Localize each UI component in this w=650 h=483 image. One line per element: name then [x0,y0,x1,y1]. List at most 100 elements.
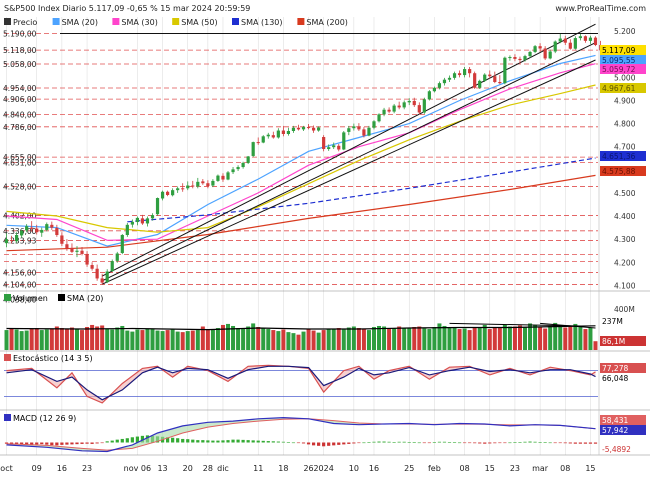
candle-body [75,250,79,252]
price-level-label: 4.655,00 [3,153,37,162]
volume-bar [392,328,397,350]
legend-swatch [297,18,305,25]
volume-bar [120,325,125,350]
candle-body [201,181,205,184]
volume-bar [236,328,241,350]
candle-body [538,46,542,49]
volume-bar [573,323,578,350]
volume-bar [507,326,512,350]
volume-bar [80,330,85,350]
volume-bar [533,324,538,350]
volume-bar [64,329,69,350]
macd-hist-bar [166,437,170,443]
stochastic-badge-label: 77,278 [602,364,628,373]
candle-body [352,126,356,129]
legend-item: SMA (130) [241,18,283,27]
candle-body [357,126,361,130]
volume-bar [100,325,105,350]
volume-bar [44,329,49,350]
source-label: www.ProRealTime.com [555,4,646,13]
volume-badge-bg [600,336,646,346]
macd-signal-line [6,418,596,451]
volume-bar [437,323,442,350]
volume-bar [346,327,351,350]
volume-bar [205,329,210,350]
candle-body [342,132,346,150]
macd-hist-bar [513,442,517,443]
stochastic-badge-bg [600,363,646,373]
volume-bar [412,327,417,350]
volume-bar [351,326,356,350]
volume-bar [226,323,231,350]
volume-bar [311,330,316,350]
macd-hist-bar [95,442,99,444]
volume-bar [115,327,120,350]
macd-hist-bar [317,442,321,446]
macd-hist-bar [553,442,557,444]
price-level-label: 4.786,00 [3,123,37,132]
stochastic-badge-bg [600,373,646,383]
candle-body [181,188,185,190]
volume-bar [467,330,472,350]
candle-body [160,191,165,199]
sma-line-200 [6,174,596,252]
candle-body [367,127,371,136]
macd-hist-bar [457,442,462,444]
volume-bar [321,330,326,350]
volume-bar [487,329,492,350]
candle-body [261,136,265,143]
volume-bar [497,327,502,350]
candle-body [20,230,24,236]
price-level-label: 4.336,00 [3,227,37,236]
macd-hist-bar [327,442,331,446]
macd-hist-bar [311,442,316,446]
candle-body [231,169,235,173]
legend-item: SMA (50) [181,18,217,27]
volume-bar [407,328,412,350]
stochastic-d-line [6,365,596,401]
macd-hist-bar [523,441,527,443]
candle-body [513,57,517,59]
candle-body [140,218,145,224]
volume-bar [185,331,190,350]
price-badge-label: 4.575,88 [602,167,636,176]
volume-bar [361,329,366,350]
volume-bar [74,328,79,350]
volume-bar [286,332,291,350]
candle-body [463,69,467,76]
x-axis-tick-label: mar [532,464,549,473]
candle-body [110,261,114,272]
macd-hist-bar [442,441,447,443]
price-axis-tick: 5.000 [614,73,636,82]
x-axis-tick-label: 10 [349,464,359,473]
macd-hist-bar [463,442,467,444]
macd-hist-bar [216,440,220,443]
macd-hist-bar [261,440,265,443]
price-level-label: 5.058,00 [3,60,37,69]
candle-body [25,226,29,231]
volume-bar [356,328,361,350]
candle-body [503,57,507,84]
macd-hist-bar [176,438,180,443]
candle-body [543,48,547,59]
price-badge-bg [600,83,646,93]
volume-bar [54,326,59,350]
volume-bar [482,324,487,350]
price-level-label: 4.156,00 [3,268,37,277]
volume-bar [105,328,110,350]
candle-body [301,127,306,130]
legend-item: Volumen [13,294,48,303]
macd-hist-bar [377,441,381,443]
candle-body [125,224,129,235]
volume-bar [165,330,170,350]
macd-hist-bar [55,442,59,446]
x-axis-tick-label: 15 [485,464,495,473]
candle-body [427,91,431,100]
candle-body [322,137,326,150]
candle-body [568,42,572,49]
macd-hist-bar [70,442,74,445]
volume-bar [246,326,251,350]
candle-body [432,87,436,92]
